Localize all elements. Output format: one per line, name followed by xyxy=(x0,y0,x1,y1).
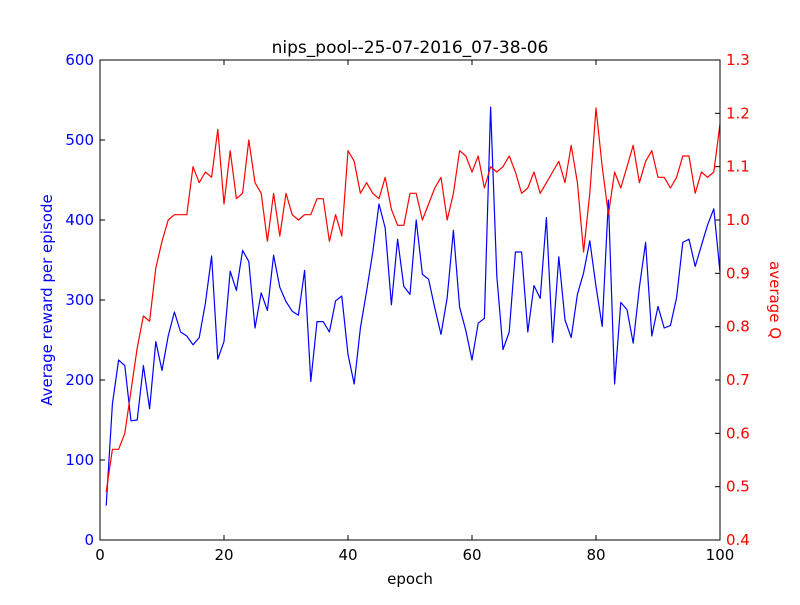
y-tick-label-left: 0 xyxy=(84,531,94,549)
x-tick-label: 40 xyxy=(338,546,357,564)
y-axis-label-right: average Q xyxy=(766,261,784,339)
y2-tick-label-right: 0.5 xyxy=(726,478,750,496)
reward-line xyxy=(105,106,721,506)
y-tick-label-left: 100 xyxy=(65,451,94,469)
y-tick-label-left: 200 xyxy=(65,371,94,389)
average-q-line xyxy=(105,107,721,493)
x-tick-label: 80 xyxy=(586,546,605,564)
y2-tick-label-right: 0.4 xyxy=(726,531,750,549)
y2-tick-label-right: 1.1 xyxy=(726,158,750,176)
y2-tick-label-right: 0.8 xyxy=(726,318,750,336)
y-tick-label-left: 600 xyxy=(65,51,94,69)
y2-tick-label-right: 0.6 xyxy=(726,424,750,442)
y2-tick-label-right: 0.7 xyxy=(726,371,750,389)
x-tick-label: 20 xyxy=(214,546,233,564)
y2-tick-label-right: 0.9 xyxy=(726,264,750,282)
x-tick-label: 100 xyxy=(706,546,735,564)
x-tick-label: 0 xyxy=(95,546,105,564)
plot-frame xyxy=(99,59,721,541)
x-tick-label: 60 xyxy=(462,546,481,564)
y2-tick-label-right: 1.3 xyxy=(726,51,750,69)
y-tick-label-left: 300 xyxy=(65,291,94,309)
y2-tick-label-right: 1.0 xyxy=(726,211,750,229)
series-layer xyxy=(105,106,721,506)
chart-title: nips_pool--25-07-2016_07-38-06 xyxy=(272,38,549,58)
ticks-layer: 0 20 40 60 80 100 0 100 200 300 400 500 600 0.4 0.5 0.6… xyxy=(65,51,750,564)
y2-tick-label-right: 1.2 xyxy=(726,104,750,122)
x-axis-label: epoch xyxy=(387,570,433,588)
y-axis-label-left: Average reward per episode xyxy=(38,194,56,405)
y-tick-label-left: 400 xyxy=(65,211,94,229)
y-tick-label-left: 500 xyxy=(65,131,94,149)
